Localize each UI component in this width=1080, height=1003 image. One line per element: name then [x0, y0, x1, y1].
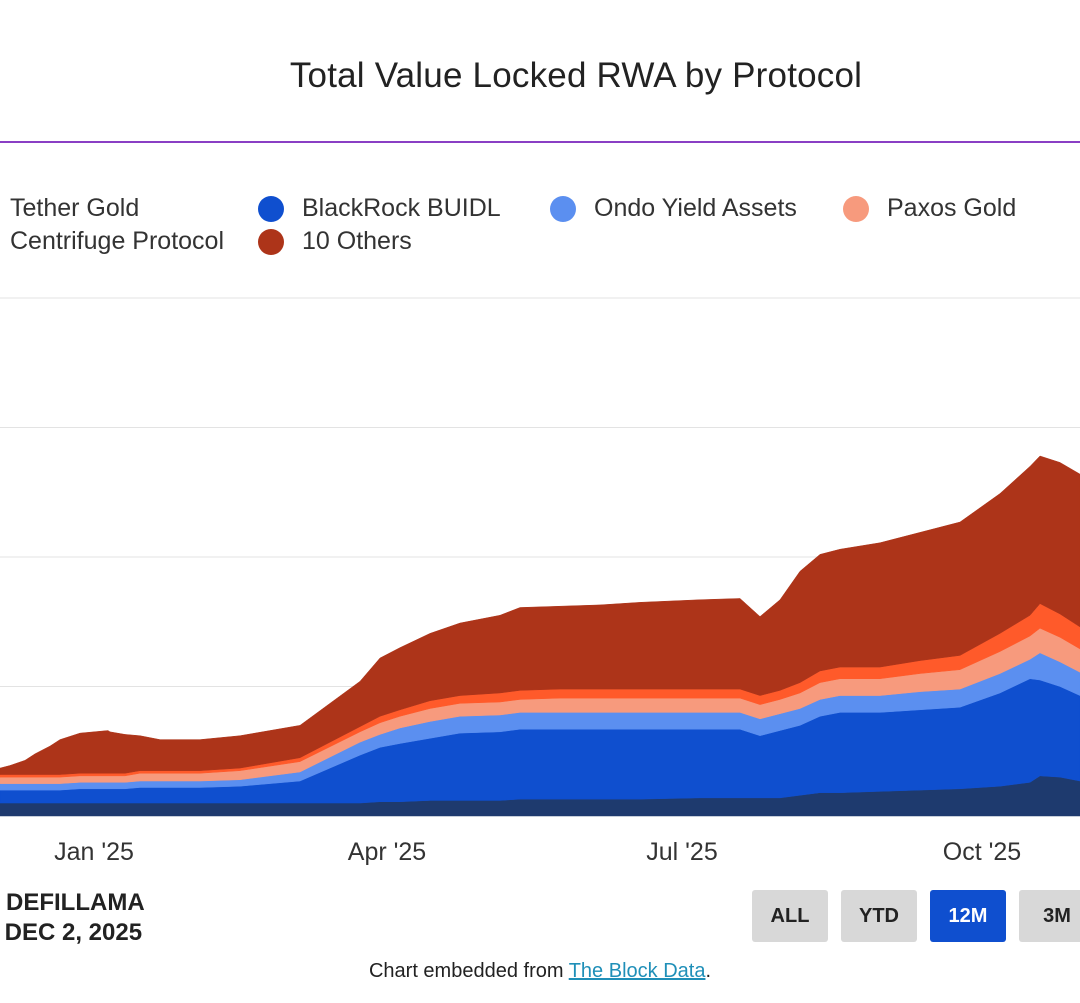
- embed-prefix: Chart embedded from: [368, 960, 569, 982]
- legend-swatch: [258, 228, 284, 255]
- legend-item-ondo-yield-assets[interactable]: Ondo Yield Assets: [550, 194, 797, 223]
- range-button-all[interactable]: ALL: [752, 890, 828, 942]
- x-tick-label: Jan '25: [54, 838, 134, 866]
- title-divider: [0, 141, 1080, 143]
- legend-swatch: [550, 195, 576, 222]
- x-tick-label: Jul '25: [646, 838, 717, 866]
- legend-label: 10 Others: [302, 227, 412, 255]
- x-tick-label: Apr '25: [348, 838, 426, 866]
- legend-item-tether-gold[interactable]: Tether Gold: [10, 194, 139, 223]
- range-button-ytd[interactable]: YTD: [841, 890, 917, 942]
- data-source-label: DEFILLAMA: [6, 889, 145, 916]
- legend-label: BlackRock BUIDL: [302, 194, 501, 222]
- range-button-12m[interactable]: 12M: [930, 890, 1006, 942]
- chart-title: Total Value Locked RWA by Protocol: [289, 56, 863, 95]
- legend-label: Tether Gold: [10, 194, 140, 222]
- legend-item-blackrock-buidl[interactable]: BlackRock BUIDL: [258, 194, 501, 223]
- legend-swatch: [258, 195, 284, 222]
- legend-label: Ondo Yield Assets: [594, 194, 797, 222]
- embed-note: Chart embedded from The Block Data.: [0, 960, 1080, 983]
- legend-label: Paxos Gold: [887, 194, 1017, 222]
- area-series-10-others: [0, 455, 1080, 775]
- range-button-3m[interactable]: 3M: [1019, 890, 1080, 942]
- stacked-area-chart[interactable]: Jan '25 Apr '25 Jul '25 Oct '25: [0, 0, 1080, 880]
- legend-label: Centrifuge Protocol: [10, 227, 225, 255]
- the-block-data-link[interactable]: The Block Data: [568, 960, 706, 982]
- chart-legend: Tether Gold BlackRock BUIDL Ondo Yield A…: [0, 190, 1080, 270]
- x-tick-label: Oct '25: [943, 838, 1021, 866]
- embed-suffix: .: [705, 960, 712, 982]
- legend-item-centrifuge-protocol[interactable]: Centrifuge Protocol: [10, 227, 224, 256]
- legend-item-paxos-gold[interactable]: Paxos Gold: [843, 194, 1016, 223]
- data-date-label: : DEC 2, 2025: [0, 919, 143, 946]
- legend-item-10-others[interactable]: 10 Others: [258, 227, 412, 256]
- legend-swatch: [843, 195, 869, 222]
